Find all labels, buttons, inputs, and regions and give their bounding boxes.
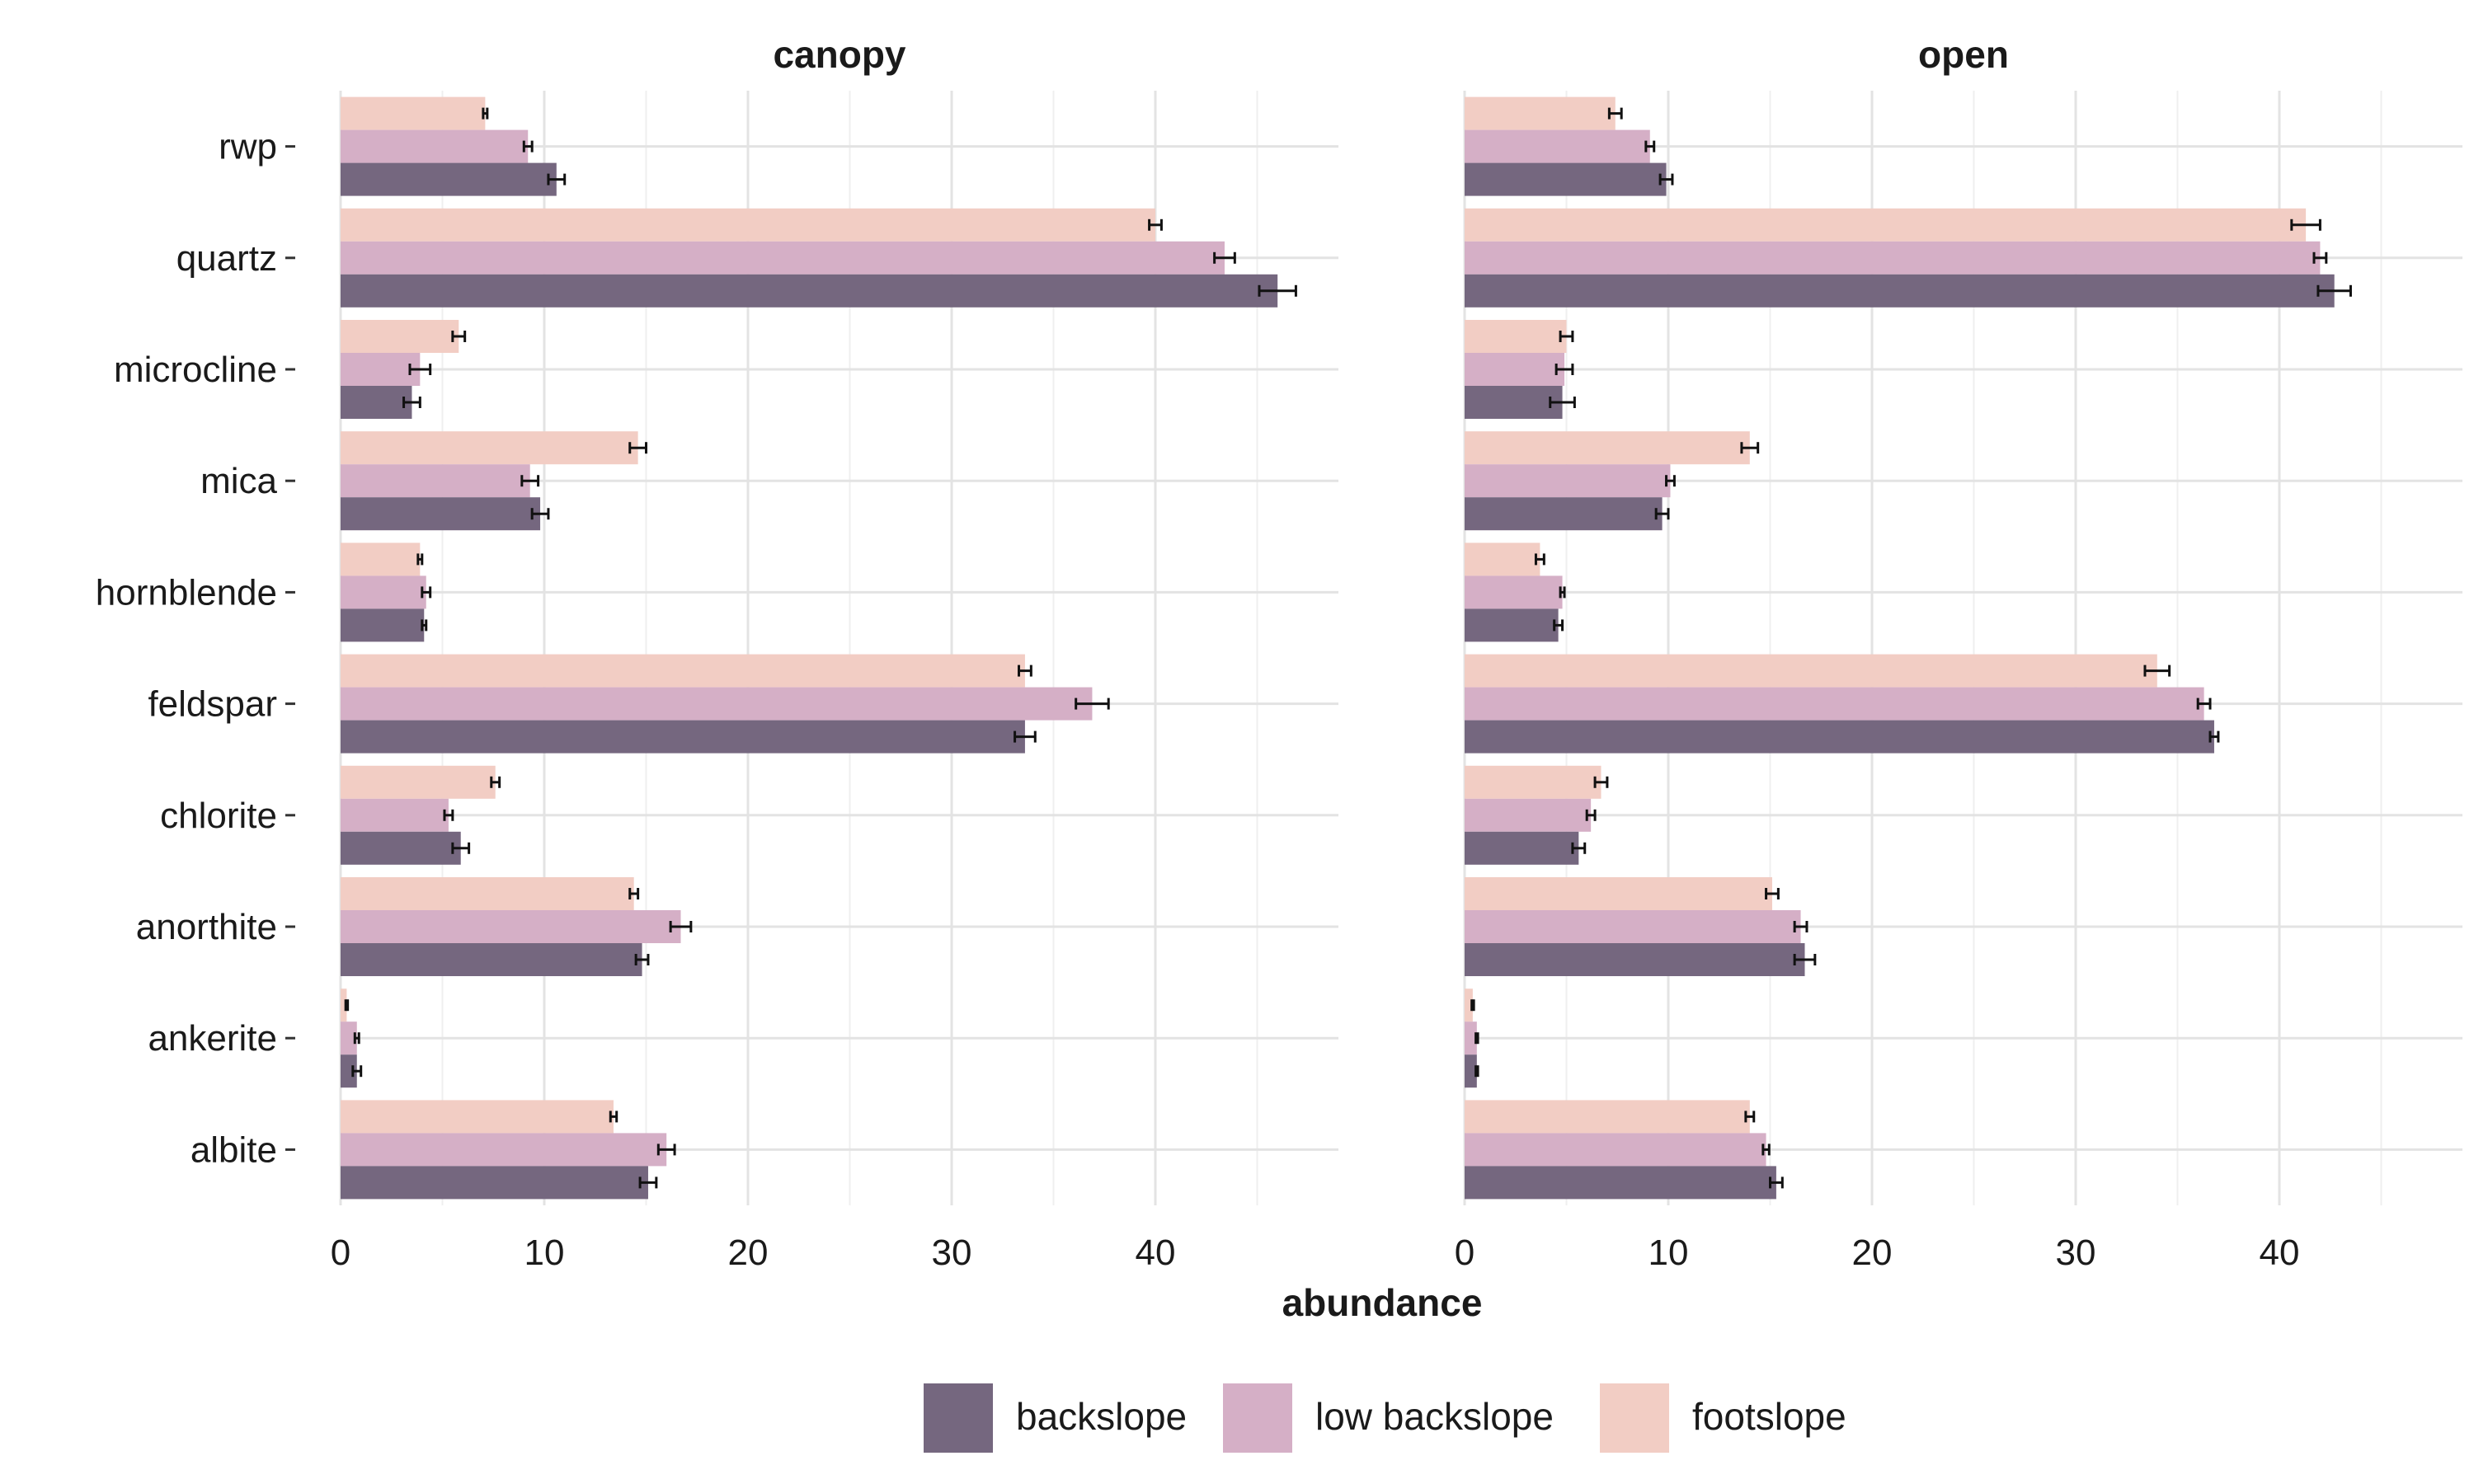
- bar-open-quartz-low-backslope: [1465, 241, 2321, 275]
- bar-open-hornblende-low-backslope: [1465, 575, 1563, 609]
- legend-label: backslope: [1016, 1395, 1187, 1438]
- bar-canopy-chlorite-low-backslope: [341, 798, 449, 832]
- bar-canopy-albite-backslope: [341, 1166, 648, 1200]
- bar-open-anorthite-backslope: [1465, 943, 1805, 976]
- bar-canopy-mica-low-backslope: [341, 464, 530, 498]
- legend-key-low-backslope: [1223, 1383, 1292, 1453]
- bar-open-microcline-footslope: [1465, 320, 1567, 353]
- bar-canopy-hornblende-footslope: [341, 542, 421, 576]
- bar-open-microcline-low-backslope: [1465, 353, 1565, 386]
- bar-open-anorthite-low-backslope: [1465, 910, 1801, 943]
- bar-open-ankerite-backslope: [1465, 1054, 1477, 1088]
- bar-canopy-hornblende-low-backslope: [341, 575, 426, 609]
- bar-canopy-hornblende-backslope: [341, 608, 425, 642]
- bar-canopy-microcline-low-backslope: [341, 353, 421, 386]
- bar-open-rwp-low-backslope: [1465, 129, 1650, 163]
- bar-open-chlorite-low-backslope: [1465, 798, 1592, 832]
- bar-canopy-feldspar-footslope: [341, 654, 1025, 688]
- bar-open-feldspar-backslope: [1465, 720, 2214, 754]
- bar-open-mica-footslope: [1465, 431, 1750, 465]
- y-tick-label: quartz: [176, 238, 277, 279]
- bar-open-anorthite-footslope: [1465, 877, 1772, 910]
- bar-open-feldspar-low-backslope: [1465, 687, 2204, 721]
- bar-open-feldspar-footslope: [1465, 654, 2157, 688]
- y-tick-label: mica: [200, 461, 277, 501]
- bar-open-hornblende-footslope: [1465, 542, 1540, 576]
- y-tick-label: hornblende: [96, 572, 277, 613]
- x-tick-label: 40: [1136, 1233, 1176, 1273]
- legend-label: low backslope: [1315, 1395, 1554, 1438]
- x-tick-label: 0: [1455, 1233, 1475, 1273]
- bar-open-chlorite-footslope: [1465, 765, 1602, 799]
- bar-canopy-albite-low-backslope: [341, 1133, 667, 1167]
- bar-canopy-microcline-footslope: [341, 320, 459, 353]
- bar-open-ankerite-low-backslope: [1465, 1021, 1477, 1055]
- bar-open-ankerite-footslope: [1465, 989, 1473, 1022]
- x-tick-label: 30: [932, 1233, 972, 1273]
- bar-canopy-feldspar-low-backslope: [341, 687, 1093, 721]
- x-tick-label: 40: [2260, 1233, 2300, 1273]
- bar-open-hornblende-backslope: [1465, 608, 1559, 642]
- bar-canopy-albite-footslope: [341, 1100, 614, 1134]
- bar-canopy-mica-backslope: [341, 497, 541, 531]
- x-tick-label: 0: [331, 1233, 350, 1273]
- bar-open-rwp-backslope: [1465, 162, 1667, 196]
- bar-canopy-anorthite-low-backslope: [341, 910, 681, 943]
- bar-canopy-quartz-footslope: [341, 208, 1155, 242]
- bar-canopy-anorthite-footslope: [341, 877, 634, 910]
- bar-canopy-mica-footslope: [341, 431, 638, 465]
- bar-canopy-rwp-low-backslope: [341, 129, 529, 163]
- y-tick-label: albite: [190, 1129, 277, 1170]
- bar-open-rwp-footslope: [1465, 96, 1616, 130]
- panel-open: open 0 10 20 30 40: [1455, 33, 2462, 1273]
- bar-canopy-quartz-backslope: [341, 274, 1278, 308]
- x-tick-label: 20: [1852, 1233, 1893, 1273]
- bar-canopy-quartz-low-backslope: [341, 241, 1225, 275]
- bar-canopy-feldspar-backslope: [341, 720, 1025, 754]
- bar-open-albite-backslope: [1465, 1166, 1776, 1200]
- x-tick-label: 10: [524, 1233, 565, 1273]
- bar-open-chlorite-backslope: [1465, 831, 1579, 865]
- x-tick-label: 30: [2056, 1233, 2096, 1273]
- bar-canopy-ankerite-footslope: [341, 989, 347, 1022]
- y-tick-label: microcline: [114, 350, 277, 390]
- bar-open-quartz-footslope: [1465, 208, 2307, 242]
- bar-canopy-ankerite-backslope: [341, 1054, 357, 1088]
- legend-key-backslope: [924, 1383, 993, 1453]
- bar-open-quartz-backslope: [1465, 274, 2335, 308]
- y-tick-label: rwp: [219, 127, 277, 167]
- y-tick-label: ankerite: [148, 1018, 277, 1059]
- panel-title: open: [1918, 33, 2009, 76]
- legend-key-footslope: [1600, 1383, 1669, 1453]
- panel-canopy: canopy 0 10 20 30 40: [331, 33, 1338, 1273]
- legend-label: footslope: [1692, 1395, 1846, 1438]
- y-tick-label: feldspar: [148, 684, 277, 725]
- panel-title: canopy: [773, 33, 905, 76]
- bar-open-albite-low-backslope: [1465, 1133, 1766, 1167]
- bar-open-microcline-backslope: [1465, 386, 1563, 419]
- bar-canopy-ankerite-low-backslope: [341, 1021, 357, 1055]
- y-tick-label: anorthite: [136, 907, 277, 947]
- x-axis-title: abundance: [1282, 1281, 1483, 1324]
- x-tick-label: 10: [1649, 1233, 1689, 1273]
- bar-canopy-chlorite-footslope: [341, 765, 496, 799]
- bar-canopy-chlorite-backslope: [341, 831, 461, 865]
- bar-open-mica-low-backslope: [1465, 464, 1671, 498]
- x-tick-label: 20: [728, 1233, 769, 1273]
- bar-canopy-anorthite-backslope: [341, 943, 642, 976]
- bar-canopy-microcline-backslope: [341, 386, 412, 419]
- bar-open-mica-backslope: [1465, 497, 1663, 531]
- y-tick-label: chlorite: [160, 796, 277, 836]
- bar-canopy-rwp-footslope: [341, 96, 486, 130]
- bar-canopy-rwp-backslope: [341, 162, 557, 196]
- bar-open-albite-footslope: [1465, 1100, 1750, 1134]
